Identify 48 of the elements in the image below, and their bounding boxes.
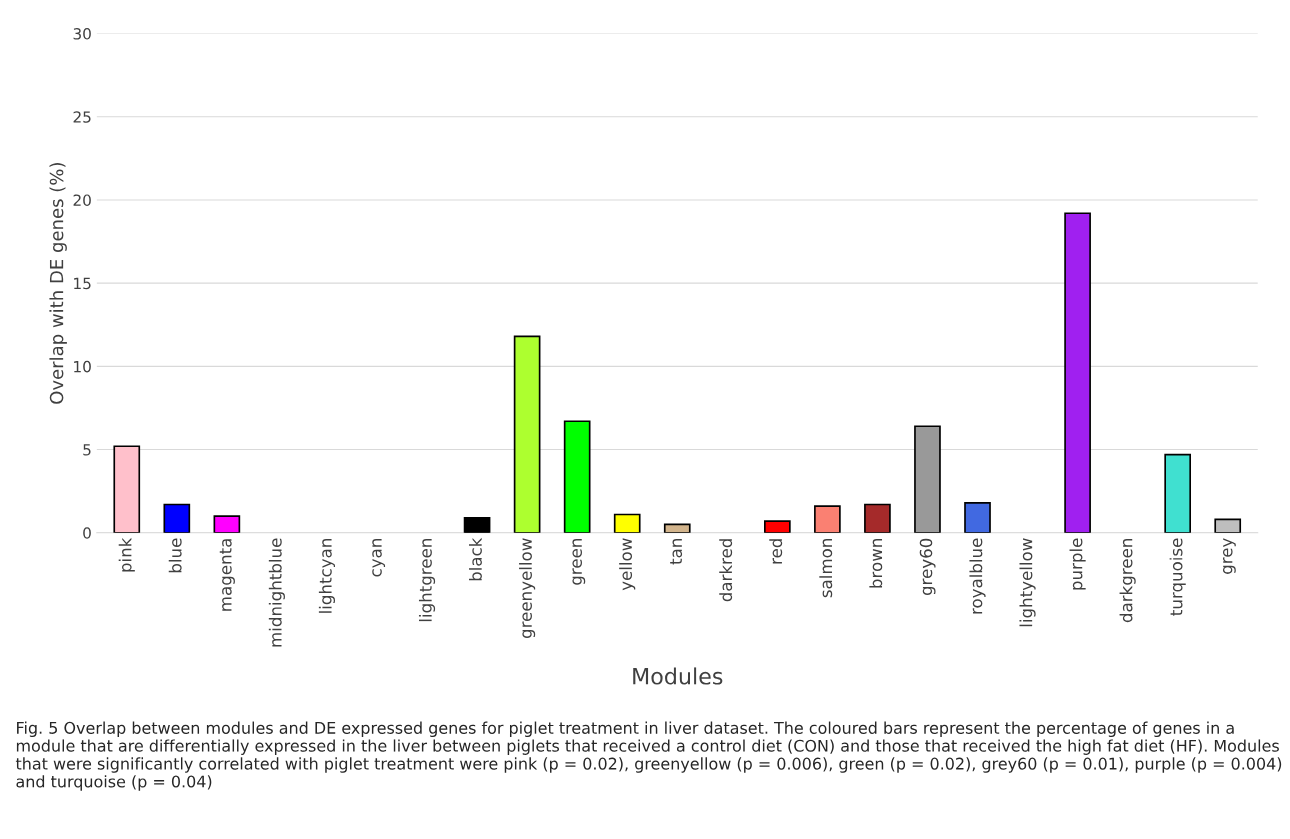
bar [763,520,791,533]
x-tick-label: turquoise [1169,538,1186,616]
x-tick-label: red [769,539,783,564]
x-tick-label: tan [670,539,683,565]
bar [914,425,941,533]
x-tick-label: cyan [372,539,386,577]
x-axis-title: Modules [633,667,723,685]
x-tick-label: magenta [219,539,235,611]
y-tick-label: 30 [73,28,91,40]
bar [864,503,891,533]
x-tick-label: blue [168,538,182,573]
caption: Fig. 5 Overlap between modules and DE expressed genes for piglet treatment in liver dataset. The coloured bars represent the percentage of genes in a module that are differentially expressed in the liver between piglets that received a control diet (CON) and those that received the high fat diet (HF). Modules that were significantly correlated with piglet treatment were pink (p = 0.02), greenyellow (p = 0.006), green (p = 0.02), grey60 (p = 0.01), purple (p = 0.004) and turquoise (p = 0.04) [15,721,1282,791]
x-tick-label: salmon [819,539,833,598]
y-tick-label: 5 [83,444,91,456]
bar [563,420,591,533]
x-tick-label: greenyellow [519,538,536,639]
x-tick-label: brown [869,539,883,588]
bar [1164,453,1192,533]
bar [964,501,991,533]
bar [1214,518,1242,533]
y-axis-title: Overlap with DE genes (%) [49,163,67,404]
x-tick-label: midnightblue [268,538,285,647]
x-tick-label: yellow [619,538,636,591]
bar [613,513,641,533]
x-tick-label: darkred [719,539,733,602]
x-tick-label: lightyellow [1019,538,1036,627]
x-tick-label: green [572,539,586,585]
bar [463,516,491,533]
y-tick-label: 10 [74,360,91,373]
y-tick-label: 15 [74,277,91,290]
bar [113,445,141,533]
x-tick-label: purple [1069,538,1086,590]
x-tick-label: darkgreen [1119,539,1136,623]
bar [163,503,191,533]
x-tick-label: grey60 [919,538,936,596]
x-tick-label: lightgreen [418,539,436,622]
x-tick-label: lightcyan [318,539,336,613]
bar [513,335,541,533]
y-tick-label: 25 [73,111,91,123]
x-tick-label: black [469,537,482,581]
bar [814,505,841,533]
y-tick-label: 20 [73,194,91,206]
x-tick-label: pink [118,537,135,572]
bar [1064,212,1091,533]
bar [213,515,241,533]
y-tick-label: 0 [83,527,91,539]
x-tick-label: royalblue [969,538,986,614]
x-tick-label: grey [1222,538,1236,574]
